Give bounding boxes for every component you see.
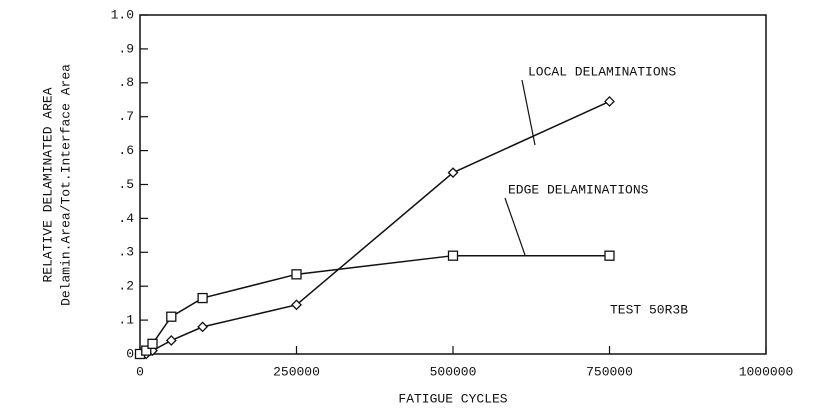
square-marker — [166, 311, 177, 322]
square-marker — [141, 345, 152, 356]
diamond-marker — [447, 167, 459, 179]
y-tick-label: .4 — [118, 211, 134, 226]
x-tick-label: 750000 — [586, 364, 633, 379]
square-marker — [604, 250, 615, 261]
x-tick-label: 250000 — [273, 364, 320, 379]
square-marker — [291, 269, 302, 280]
y-axis-label: Delamin.Area/Tot.Interface Area — [58, 64, 73, 306]
y-axis-label: RELATIVE DELAMINATED AREA — [40, 87, 55, 282]
y-tick-label: .7 — [118, 109, 134, 124]
series-line — [139, 254, 610, 355]
annotation: EDGE DELAMINATIONS — [508, 182, 649, 197]
x-tick-label: 1000000 — [739, 364, 794, 379]
y-tick-label: .3 — [118, 245, 134, 260]
y-tick-label: .5 — [118, 177, 134, 192]
y-tick-label: .8 — [118, 75, 134, 90]
y-tick-label: 1.0 — [111, 7, 134, 22]
y-tick-label: 0 — [126, 346, 134, 361]
leader-line — [504, 197, 526, 256]
annotation: LOCAL DELAMINATIONS — [528, 64, 676, 79]
series-line — [140, 100, 610, 355]
annotation: TEST 50R3B — [610, 302, 688, 317]
diamond-marker — [197, 321, 209, 333]
x-tick-label: 500000 — [430, 364, 477, 379]
square-marker — [447, 250, 459, 261]
x-axis-label: FATIGUE CYCLES — [398, 391, 507, 406]
y-tick-label: .1 — [118, 313, 134, 328]
y-tick-label: .9 — [118, 41, 134, 56]
y-tick-label: .2 — [118, 279, 134, 294]
diamond-marker — [604, 96, 615, 107]
square-marker — [197, 292, 208, 304]
diamond-marker — [165, 335, 177, 346]
leader-line — [521, 79, 536, 146]
square-marker — [147, 338, 158, 349]
y-tick-label: .6 — [118, 143, 134, 158]
x-tick-label: 0 — [136, 364, 144, 379]
diamond-marker — [291, 299, 302, 311]
